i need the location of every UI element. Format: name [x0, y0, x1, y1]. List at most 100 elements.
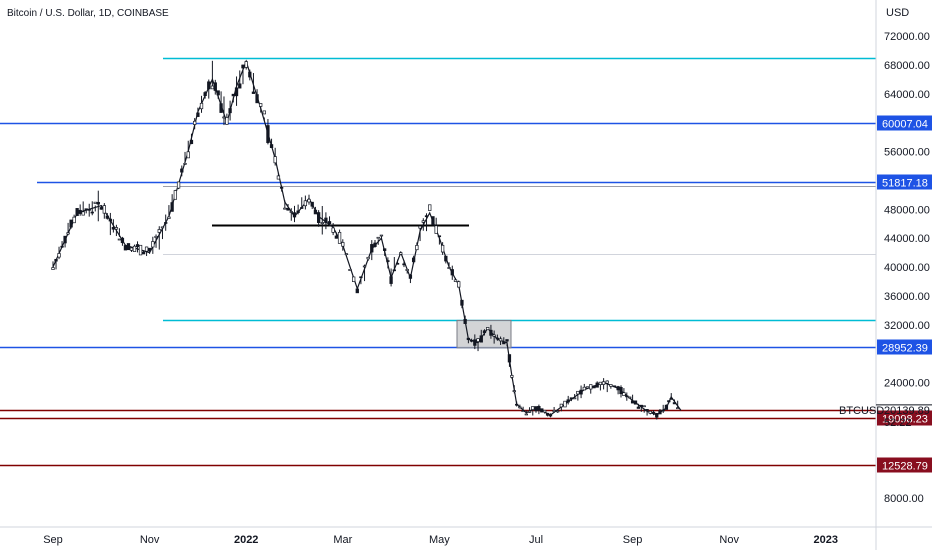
- candle-body: [548, 414, 553, 417]
- candle-body: [210, 85, 215, 90]
- candle-body: [661, 409, 665, 412]
- candle-body: [157, 229, 161, 233]
- candle-body: [444, 255, 448, 262]
- candle-body: [93, 201, 97, 204]
- candle-body: [545, 412, 550, 416]
- candle-body: [440, 244, 445, 253]
- price-tick-label: 44000.00: [884, 233, 930, 245]
- candle-body: [648, 410, 652, 414]
- candle-body: [147, 247, 152, 252]
- candle-body: [87, 208, 91, 211]
- candle-body: [307, 198, 311, 203]
- candle-body: [408, 274, 413, 279]
- price-tag-bg-1: [877, 115, 932, 131]
- candle-body: [132, 245, 137, 252]
- candle-body: [399, 252, 403, 255]
- candle-body: [622, 392, 626, 396]
- candle-body: [386, 260, 390, 262]
- candle-body: [105, 215, 109, 219]
- price-tick-label: 72000.00: [884, 31, 930, 43]
- price-tag-bg-2: [877, 174, 932, 190]
- candle-body: [598, 381, 603, 385]
- price-tag-10: 12528.79: [882, 461, 928, 473]
- candle-body: [164, 222, 168, 224]
- candle-body: [78, 209, 82, 214]
- candle-body: [69, 219, 73, 228]
- candle-body: [434, 225, 438, 234]
- candle-body: [54, 258, 58, 262]
- candle-body: [108, 218, 113, 222]
- candle-body: [286, 207, 290, 211]
- price-tick-label: 48000.00: [884, 204, 930, 216]
- time-tick-label: 2023: [814, 534, 838, 546]
- candle-body: [60, 245, 64, 248]
- candle-body: [120, 237, 125, 244]
- candle-body: [81, 211, 85, 216]
- candle-body: [75, 208, 79, 216]
- candle-body: [609, 384, 613, 387]
- candle-body: [616, 386, 620, 391]
- price-tick-label: 8000.00: [884, 493, 924, 505]
- candle-body: [180, 168, 184, 173]
- candle-body: [418, 225, 422, 229]
- candle-body: [505, 339, 509, 342]
- candle-body: [405, 268, 409, 271]
- candle-body: [276, 175, 281, 180]
- candle-body: [630, 400, 635, 404]
- candle-body: [317, 212, 321, 223]
- candle-body: [507, 354, 512, 363]
- candle-body: [99, 207, 103, 210]
- price-tick-label: 64000.00: [884, 89, 930, 101]
- candle-body: [176, 181, 181, 189]
- price-axis[interactable]: 72000.00 68000.00 64000.00 56000.00 48000.00…: [884, 31, 930, 505]
- candle-body: [512, 390, 516, 392]
- candle-body: [144, 246, 149, 252]
- candle-body: [579, 389, 583, 395]
- candle-body: [57, 253, 61, 258]
- candle-body: [605, 380, 609, 384]
- candle-body: [248, 71, 252, 78]
- price-tag-7: 28952.39: [882, 343, 928, 355]
- candle-body: [482, 330, 487, 334]
- candle-body: [651, 411, 656, 414]
- candle-body: [469, 339, 474, 342]
- time-tick-label: Jul: [529, 534, 543, 546]
- candle-body: [273, 156, 277, 164]
- candle-body: [238, 83, 242, 89]
- candle-body: [66, 232, 70, 235]
- candle-body: [348, 269, 352, 271]
- candle-body: [266, 125, 270, 144]
- candle-body: [642, 405, 646, 408]
- candle-body: [289, 211, 293, 213]
- candle-body: [219, 103, 223, 113]
- candle-body: [344, 253, 349, 256]
- currency-label: USD: [886, 7, 909, 19]
- candle-body: [563, 400, 567, 408]
- candle-body: [362, 265, 367, 268]
- candle-body: [489, 329, 493, 336]
- chart-title: Bitcoin / U.S. Dollar, 1D, COINBASE: [7, 8, 169, 19]
- candle-body: [556, 410, 560, 413]
- candle-body: [129, 247, 134, 251]
- time-tick-label: Sep: [43, 534, 63, 546]
- candle-body: [313, 209, 318, 215]
- candle-body: [207, 81, 211, 90]
- candle-body: [72, 216, 76, 224]
- candle-body: [331, 227, 335, 233]
- candle-body: [167, 216, 171, 219]
- candle-body: [183, 163, 187, 165]
- candle-body: [589, 384, 593, 390]
- candle-body: [389, 276, 393, 284]
- price-tick-label: 56000.00: [884, 147, 930, 159]
- candle-body: [114, 227, 119, 230]
- candle-body: [231, 93, 235, 97]
- candle-body: [672, 402, 677, 405]
- candle-body: [259, 103, 263, 107]
- candle-body: [518, 406, 522, 409]
- candle-body: [292, 212, 297, 218]
- candle-body: [135, 244, 140, 248]
- candle-body: [392, 269, 396, 272]
- time-axis[interactable]: Sep Nov 2022 Mar May Jul Sep Nov 2023: [43, 534, 838, 546]
- candle-body: [173, 190, 178, 200]
